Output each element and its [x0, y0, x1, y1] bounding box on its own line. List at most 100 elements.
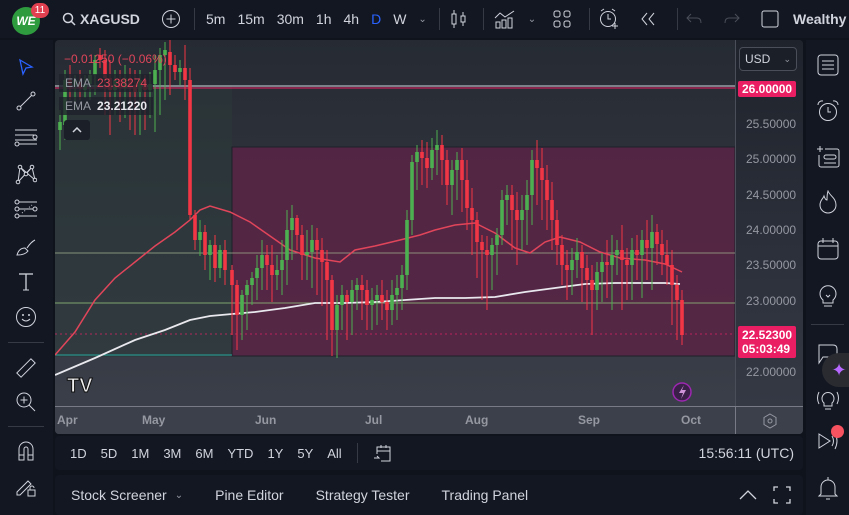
time-label: May — [142, 413, 166, 427]
level-price-tag: 26.00000 — [738, 81, 797, 97]
indicators-dropdown-chevron-icon[interactable]: ⌄ — [527, 13, 537, 25]
interval-1h[interactable]: 1h — [315, 11, 332, 27]
go-to-date-button[interactable] — [366, 443, 400, 463]
interval-15m[interactable]: 15m — [237, 11, 265, 27]
interval-30m[interactable]: 30m — [276, 11, 304, 27]
calendar-arrow-icon — [373, 443, 393, 463]
object-tree-button[interactable] — [814, 143, 842, 171]
range-5d[interactable]: 5D — [100, 445, 118, 461]
brush-icon — [15, 236, 37, 258]
undo-button[interactable] — [684, 0, 704, 38]
fib-tool[interactable] — [12, 196, 40, 224]
lock-drawings-button[interactable] — [12, 472, 40, 500]
chevron-up-icon — [739, 490, 757, 500]
cursor-tool[interactable] — [12, 53, 40, 81]
tab-strategy-tester[interactable]: Strategy Tester — [315, 487, 410, 503]
brush-tool[interactable] — [12, 233, 40, 261]
price-chart-canvas[interactable]: TV — [55, 40, 735, 406]
utc-clock[interactable]: 15:56:11 (UTC) — [698, 445, 794, 461]
price-label: 24.50000 — [746, 188, 797, 202]
zoom-in-tool[interactable] — [12, 388, 40, 416]
measure-tool[interactable] — [12, 354, 40, 382]
time-axis[interactable]: Apr May Jun Jul Aug Sep Oct — [55, 406, 735, 434]
interval-d-active[interactable]: D — [371, 11, 382, 27]
time-label: Jun — [255, 413, 277, 427]
calendar-icon — [816, 237, 840, 261]
arrow-cursor-icon — [17, 58, 35, 76]
currency-select[interactable]: USD ⌄ — [739, 47, 797, 71]
expand-panel-button[interactable] — [731, 490, 765, 500]
ema-legend-row-2[interactable]: EMA 23.21220 — [59, 97, 154, 115]
range-1y[interactable]: 1Y — [267, 445, 284, 461]
emoji-tool[interactable] — [12, 303, 40, 331]
tab-trading-panel[interactable]: Trading Panel — [441, 487, 529, 503]
change-indicator: −0.01250 (−0.06%) — [64, 52, 167, 66]
sparkle-icon: ✦ — [831, 359, 847, 380]
lightbulb-icon — [817, 284, 839, 308]
range-ytd[interactable]: YTD — [227, 445, 254, 461]
replay-button[interactable] — [637, 0, 659, 38]
horizontal-lines-icon — [14, 127, 38, 147]
account-name[interactable]: Wealthy — [793, 11, 847, 27]
price-axis[interactable]: USD ⌄ 26.00000 25.50000 25.00000 24.5000… — [735, 40, 803, 406]
fullscreen-checkbox[interactable] — [760, 0, 780, 38]
price-label: 23.00000 — [746, 294, 797, 308]
chevron-down-icon: ⌄ — [783, 53, 791, 64]
notifications-button[interactable] — [814, 474, 842, 502]
maximize-panel-button[interactable] — [765, 486, 803, 504]
collapse-legend-button[interactable] — [64, 120, 90, 140]
candles-chart-type-button[interactable] — [447, 0, 471, 38]
range-3m[interactable]: 3M — [163, 445, 182, 461]
square-icon — [761, 10, 779, 28]
ema2-value: 23.21220 — [97, 99, 148, 113]
candlestick-icon — [450, 9, 468, 29]
compare-add-button[interactable] — [160, 0, 182, 38]
tips-button[interactable] — [814, 385, 842, 413]
date-range-bar: 1D 5D 1M 3M 6M YTD 1Y 5Y All 15:56:11 (U… — [55, 436, 803, 470]
currency-value: USD — [745, 52, 771, 66]
trend-line-tool[interactable] — [12, 87, 40, 115]
ema1-value: 23.38274 — [97, 76, 148, 90]
symbol-search[interactable]: XAGUSD — [62, 0, 140, 38]
tab-stock-screener[interactable]: Stock Screener ⌄ — [55, 487, 199, 503]
horizontal-lines-tool[interactable] — [12, 123, 40, 151]
intervals-dropdown-chevron-icon[interactable]: ⌄ — [418, 13, 427, 25]
ai-assistant-button[interactable]: ✦ — [822, 353, 849, 387]
magnet-mode-button[interactable] — [12, 437, 40, 465]
interval-w[interactable]: W — [393, 11, 407, 27]
range-6m[interactable]: 6M — [195, 445, 214, 461]
range-1m[interactable]: 1M — [131, 445, 150, 461]
bar-countdown: 05:03:49 — [742, 342, 791, 356]
pattern-tool[interactable] — [12, 160, 40, 188]
interval-4h[interactable]: 4h — [343, 11, 360, 27]
create-alert-button[interactable] — [597, 0, 621, 38]
redo-button[interactable] — [722, 0, 742, 38]
price-label: 23.50000 — [746, 258, 797, 272]
range-all[interactable]: All — [327, 445, 342, 461]
hotlists-button[interactable] — [814, 188, 842, 216]
indicators-button[interactable] — [493, 0, 517, 38]
alerts-button[interactable] — [814, 97, 842, 125]
time-label: Aug — [465, 413, 489, 427]
chart-settings-button[interactable] — [735, 406, 803, 434]
range-5y[interactable]: 5Y — [297, 445, 314, 461]
tab-pine-editor[interactable]: Pine Editor — [215, 487, 284, 503]
range-1d[interactable]: 1D — [70, 445, 87, 461]
symbol-name: XAGUSD — [80, 11, 140, 27]
layouts-button[interactable] — [551, 0, 573, 38]
time-label: Jul — [365, 413, 383, 427]
ideas-button[interactable] — [814, 282, 842, 310]
settings-gear-icon — [762, 412, 778, 429]
maximize-icon — [773, 486, 791, 504]
time-label: Apr — [57, 413, 78, 427]
chevron-down-icon: ⌄ — [174, 489, 184, 501]
text-tool[interactable] — [12, 268, 40, 296]
interval-5m[interactable]: 5m — [206, 11, 226, 27]
calendar-button[interactable] — [814, 235, 842, 263]
chart-pane[interactable]: TV −0.01250 (−0.06%) EMA 23.38274 EMA 23… — [55, 40, 803, 434]
watchlist-button[interactable] — [814, 51, 842, 79]
bottom-panel-tabs: Stock Screener ⌄ Pine Editor Strategy Te… — [55, 475, 803, 515]
flame-icon — [817, 190, 839, 214]
ema-legend-row-1[interactable]: EMA 23.38274 — [59, 74, 154, 92]
time-label: Sep — [578, 413, 601, 427]
